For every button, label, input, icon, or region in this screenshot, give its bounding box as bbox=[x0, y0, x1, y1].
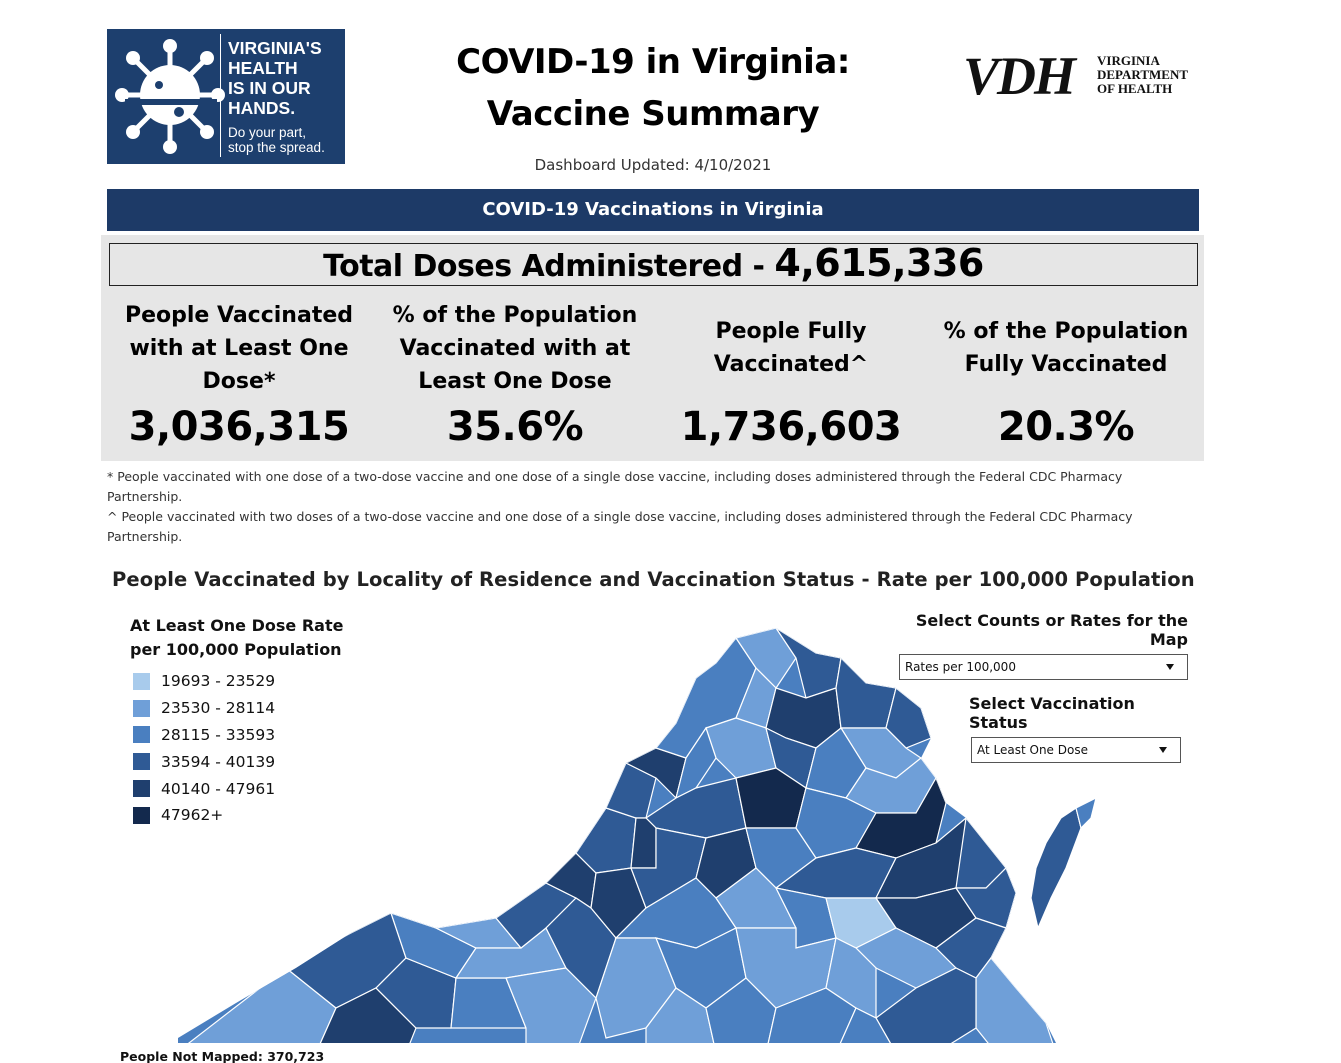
stat-label: % of the Population Fully Vaccinated bbox=[943, 319, 1189, 377]
vdh-logo: VDH VIRGINIA DEPARTMENT OF HEALTH bbox=[963, 48, 1193, 104]
title-line-1: COVID-19 in Virginia: bbox=[456, 42, 850, 82]
total-doses-value: 4,615,336 bbox=[774, 241, 984, 285]
subtext-line: stop the spread. bbox=[228, 140, 325, 155]
stat-fully-vaccinated: People Fully Vaccinated^ 1,736,603 bbox=[661, 297, 921, 455]
slogan-line: VIRGINIA'S bbox=[228, 38, 322, 58]
stat-value: 35.6% bbox=[446, 404, 584, 450]
legend-item[interactable]: 40140 - 47961 bbox=[130, 775, 390, 802]
dashboard-updated: Dashboard Updated: 4/10/2021 bbox=[534, 156, 772, 174]
legend-label: 33594 - 40139 bbox=[161, 752, 276, 771]
chevron-down-icon[interactable] bbox=[1159, 747, 1167, 753]
legend-label: 23530 - 28114 bbox=[161, 699, 276, 718]
chevron-down-icon[interactable] bbox=[1166, 664, 1174, 670]
legend-swatch bbox=[133, 699, 150, 717]
virginia-locality-map[interactable] bbox=[176, 628, 1136, 1053]
logo-divider bbox=[220, 34, 221, 157]
counts-rates-control: Select Counts or Rates for the Map Rates… bbox=[897, 611, 1188, 680]
stat-pct-fully-vaccinated: % of the Population Fully Vaccinated 20.… bbox=[936, 297, 1196, 455]
legend-label: 40140 - 47961 bbox=[161, 779, 276, 798]
page-title: COVID-19 in Virginia: Vaccine Summary bbox=[420, 36, 886, 140]
vaccination-status-value: At Least One Dose bbox=[977, 743, 1088, 757]
vaccination-status-select[interactable]: At Least One Dose bbox=[971, 737, 1181, 763]
vdh-text-line: DEPARTMENT bbox=[1097, 67, 1189, 82]
footnote-one-dose: * People vaccinated with one dose of a t… bbox=[107, 469, 1123, 504]
legend-item[interactable]: 23530 - 28114 bbox=[130, 695, 390, 722]
vdh-text-line: VIRGINIA bbox=[1097, 53, 1160, 68]
stat-pct-one-dose: % of the Population Vaccinated with at L… bbox=[385, 297, 645, 455]
slogan-line: IS IN OUR bbox=[228, 78, 311, 98]
stat-value: 20.3% bbox=[997, 404, 1135, 450]
title-line-2: Vaccine Summary bbox=[486, 94, 820, 134]
vdh-text: VIRGINIA DEPARTMENT OF HEALTH bbox=[1097, 54, 1188, 96]
vdh-text-line: OF HEALTH bbox=[1097, 81, 1173, 96]
legend-label: 47962+ bbox=[161, 806, 224, 825]
virus-icon bbox=[115, 39, 225, 154]
counts-rates-select[interactable]: Rates per 100,000 bbox=[899, 654, 1188, 680]
map-legend: At Least One Dose Rate per 100,000 Popul… bbox=[130, 614, 390, 829]
legend-item[interactable]: 47962+ bbox=[130, 802, 390, 829]
virginia-health-logo: VIRGINIA'S HEALTH IS IN OUR HANDS. Do yo… bbox=[107, 29, 345, 164]
legend-swatch bbox=[133, 726, 150, 744]
legend-title: At Least One Dose Rate per 100,000 Popul… bbox=[130, 616, 344, 659]
total-doses-box: Total Doses Administered - 4,615,336 bbox=[109, 243, 1198, 286]
counts-rates-label: Select Counts or Rates for the Map bbox=[915, 611, 1188, 649]
legend-swatch bbox=[133, 806, 150, 824]
vdh-mark: VDH bbox=[963, 46, 1076, 106]
section-banner: COVID-19 Vaccinations in Virginia bbox=[107, 189, 1199, 231]
counts-rates-value: Rates per 100,000 bbox=[905, 660, 1016, 674]
stat-value: 3,036,315 bbox=[128, 404, 350, 450]
vaccination-status-control: Select Vaccination Status At Least One D… bbox=[969, 694, 1181, 763]
total-doses-label: Total Doses Administered - bbox=[323, 249, 775, 284]
stat-label: People Fully Vaccinated^ bbox=[713, 319, 869, 377]
legend-swatch bbox=[133, 672, 150, 690]
legend-item[interactable]: 33594 - 40139 bbox=[130, 748, 390, 775]
stat-one-dose: People Vaccinated with at Least One Dose… bbox=[109, 297, 369, 455]
legend-swatch bbox=[133, 780, 150, 798]
logo-subtext: Do your part, stop the spread. bbox=[228, 125, 340, 155]
slogan-line: HEALTH bbox=[228, 58, 298, 78]
map-title: People Vaccinated by Locality of Residen… bbox=[112, 568, 1195, 591]
vaccination-status-label: Select Vaccination Status bbox=[969, 694, 1135, 732]
stat-label: % of the Population Vaccinated with at L… bbox=[392, 302, 638, 394]
slogan-line: HANDS. bbox=[228, 98, 296, 118]
stat-label: People Vaccinated with at Least One Dose… bbox=[124, 302, 353, 394]
subtext-line: Do your part, bbox=[228, 125, 307, 140]
legend-swatch bbox=[133, 753, 150, 771]
legend-item[interactable]: 28115 - 33593 bbox=[130, 722, 390, 749]
logo-slogan: VIRGINIA'S HEALTH IS IN OUR HANDS. bbox=[228, 38, 340, 118]
vaccination-summary-panel: Total Doses Administered - 4,615,336 Peo… bbox=[101, 235, 1204, 461]
legend-label: 19693 - 23529 bbox=[161, 672, 276, 691]
legend-label: 28115 - 33593 bbox=[161, 725, 276, 744]
stat-value: 1,736,603 bbox=[680, 404, 902, 450]
legend-item[interactable]: 19693 - 23529 bbox=[130, 668, 390, 695]
people-not-mapped: People Not Mapped: 370,723 bbox=[120, 1049, 325, 1063]
footnote-fully-vaccinated: ^ People vaccinated with two doses of a … bbox=[107, 509, 1133, 544]
